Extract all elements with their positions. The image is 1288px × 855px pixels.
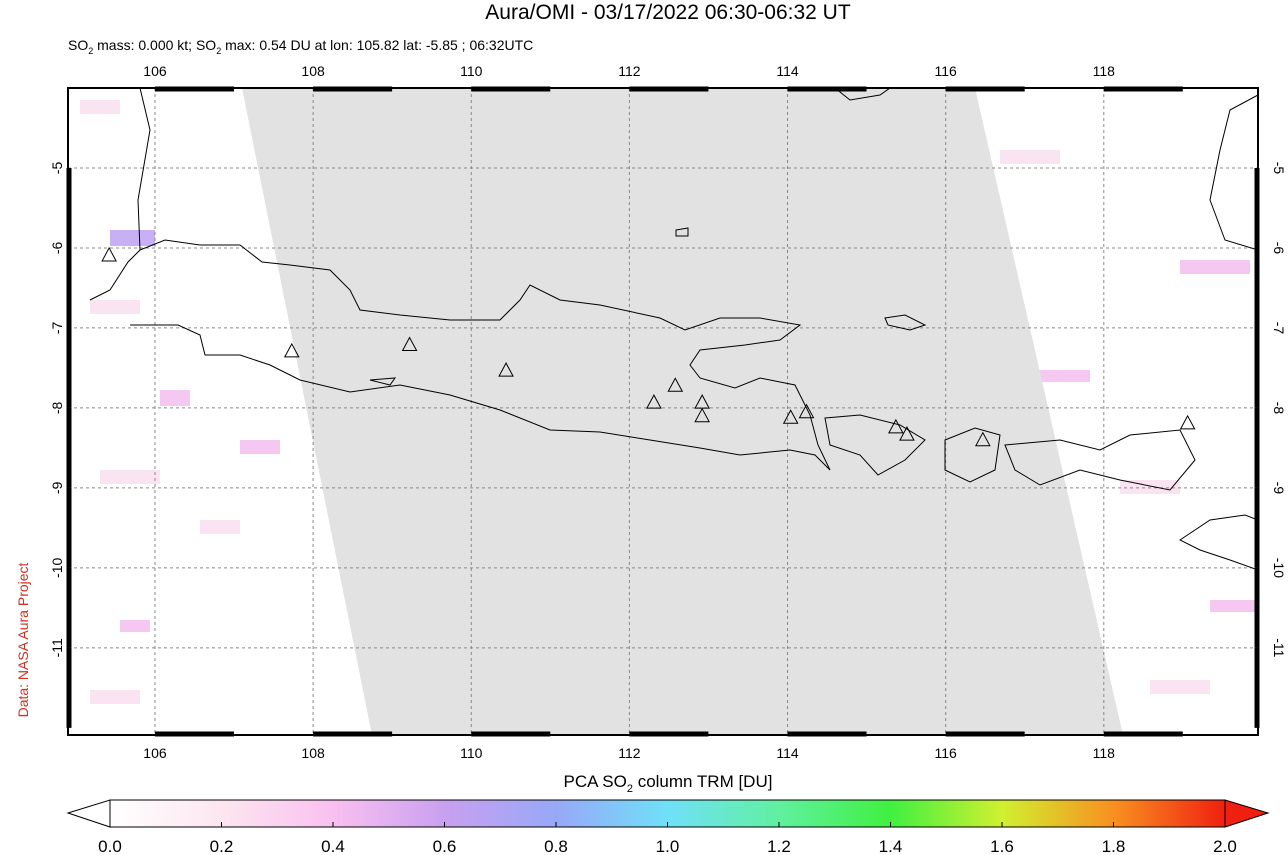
y-tick-label: -10 bbox=[1271, 558, 1287, 578]
colorbar-arrow-low bbox=[66, 799, 111, 828]
y-tick-label: -9 bbox=[1271, 482, 1287, 495]
y-tick-label: -6 bbox=[49, 242, 65, 255]
colorbar-tick-label: 0.0 bbox=[98, 837, 122, 855]
y-tick-label: -11 bbox=[1271, 638, 1287, 657]
volcano bbox=[283, 342, 300, 358]
volcano bbox=[899, 426, 915, 441]
frame-ticks bbox=[66, 86, 1260, 737]
map-area bbox=[68, 88, 1258, 735]
y-tick-label: -10 bbox=[49, 558, 65, 578]
colorbar-arrow-high bbox=[1224, 799, 1270, 828]
volcano bbox=[667, 377, 684, 392]
colorbar-tick-label: 0.2 bbox=[210, 837, 234, 855]
colorbar-tick-label: 1.4 bbox=[879, 837, 903, 855]
x-tick-label: 106 bbox=[143, 63, 167, 79]
colorbar-tick-label: 0.6 bbox=[433, 837, 457, 855]
colorbar-tick-label: 0.8 bbox=[544, 837, 568, 855]
y-tick-label: -9 bbox=[49, 481, 65, 494]
no-data-swath bbox=[242, 88, 1123, 735]
y-tick-label: -11 bbox=[49, 638, 65, 657]
colorbar-tick-label: 0.4 bbox=[321, 837, 345, 855]
y-tick-label: -8 bbox=[1271, 402, 1287, 415]
colorbar-label: PCA SO2 column TRM [DU] bbox=[564, 772, 773, 795]
volcano bbox=[888, 418, 904, 434]
volcano bbox=[646, 394, 662, 409]
colorbar-tick-label: 2.0 bbox=[1213, 837, 1237, 855]
x-tick-label: 108 bbox=[301, 63, 325, 79]
volcano bbox=[798, 403, 815, 419]
x-tick-label: 110 bbox=[460, 63, 483, 79]
y-tick-label: -8 bbox=[49, 401, 65, 414]
x-tick-label: 116 bbox=[935, 745, 958, 761]
volcano bbox=[401, 336, 418, 352]
y-tick-label: -7 bbox=[1271, 322, 1287, 335]
x-tick-label: 114 bbox=[776, 745, 799, 761]
colorbar-tick-label: 1.6 bbox=[990, 837, 1014, 855]
volcano bbox=[694, 407, 710, 423]
y-tick-label: -7 bbox=[49, 321, 65, 334]
x-tick-label: 114 bbox=[776, 63, 799, 79]
colorbar-tick-label: 1.0 bbox=[656, 837, 680, 855]
subtitle: SO2 mass: 0.000 kt; SO2 max: 0.54 DU at … bbox=[68, 37, 533, 56]
colorbar-tick-label: 1.2 bbox=[767, 837, 791, 855]
y-tick-label: -5 bbox=[1271, 162, 1287, 175]
x-tick-label: 108 bbox=[301, 745, 325, 761]
x-tick-label: 116 bbox=[935, 63, 958, 79]
x-tick-label: 106 bbox=[143, 745, 167, 761]
x-tick-label: 118 bbox=[1093, 63, 1116, 79]
volcano bbox=[975, 431, 991, 447]
volcano bbox=[498, 362, 514, 377]
credit: Data: NASA Aura Project bbox=[15, 562, 31, 717]
volcano bbox=[101, 246, 117, 262]
colorbar-tick-label: 1.8 bbox=[1102, 837, 1126, 855]
coastlines bbox=[89, 88, 1258, 571]
x-tick-label: 112 bbox=[618, 745, 641, 761]
y-tick-label: -6 bbox=[1271, 242, 1287, 255]
volcano bbox=[1179, 414, 1196, 430]
x-tick-label: 110 bbox=[460, 745, 483, 761]
volcano bbox=[782, 409, 799, 424]
so2-pixels bbox=[80, 100, 1255, 704]
x-tick-label: 118 bbox=[1093, 745, 1116, 761]
title: Aura/OMI - 03/17/2022 06:30-06:32 UT bbox=[485, 1, 851, 24]
y-tick-label: -5 bbox=[49, 162, 65, 175]
x-tick-label: 112 bbox=[618, 63, 641, 79]
